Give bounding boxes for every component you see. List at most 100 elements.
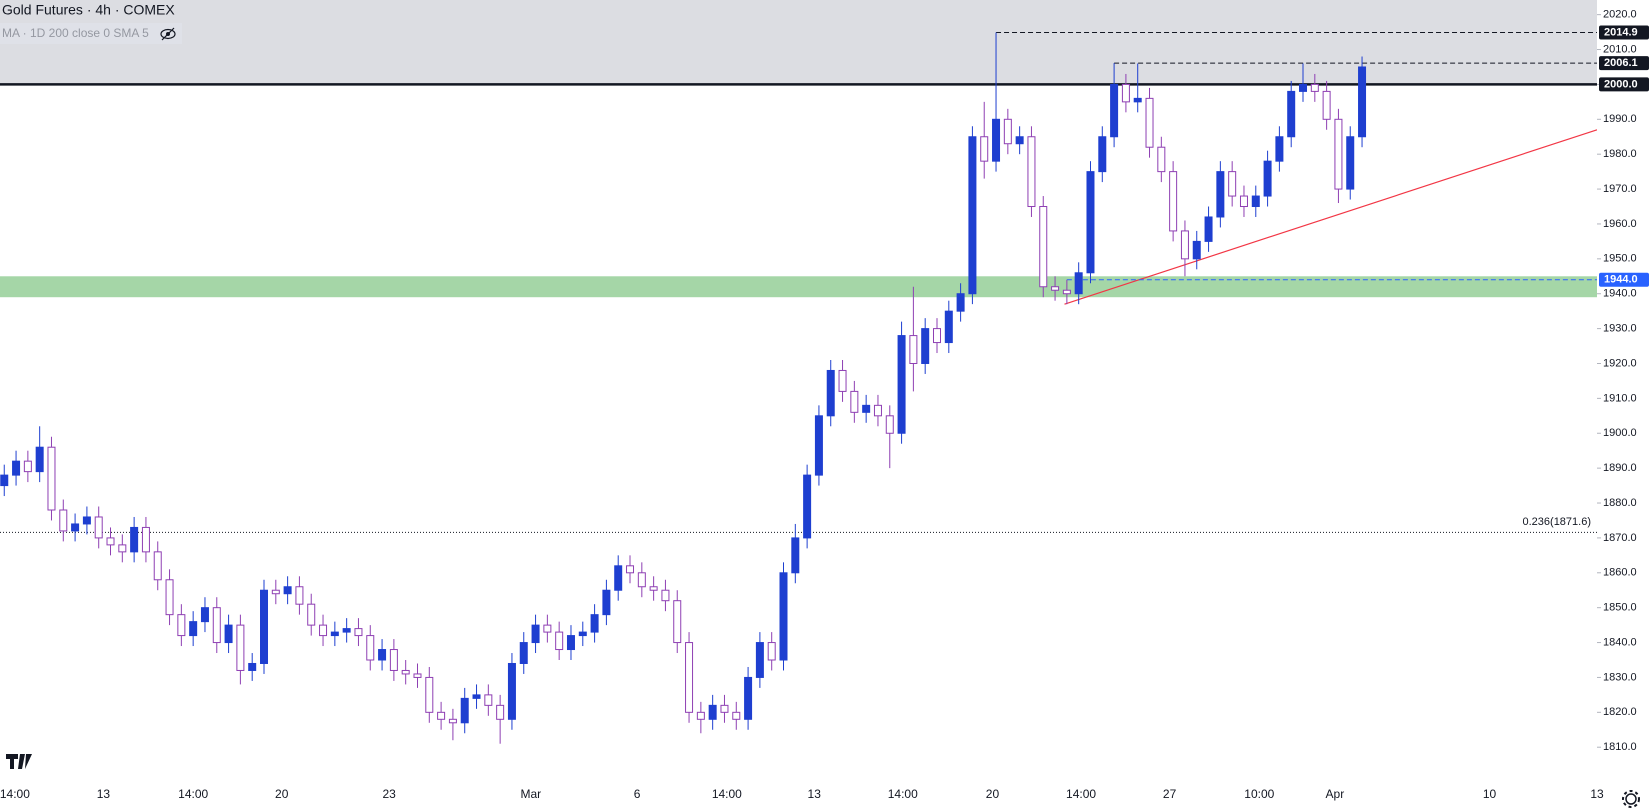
- candle-body: [873, 404, 882, 417]
- zone: [0, 276, 1597, 298]
- level-tag: [1599, 25, 1649, 40]
- candle-body: [1098, 136, 1107, 173]
- candle-body: [696, 711, 705, 720]
- fib-label: 0.236(1871.6): [1523, 516, 1592, 528]
- candle-body: [248, 662, 257, 671]
- candle-body: [366, 635, 375, 661]
- candle-body: [519, 642, 528, 664]
- y-tick-label: 2020.0: [1603, 9, 1637, 21]
- candle-body: [283, 586, 292, 595]
- candle-body: [165, 579, 174, 616]
- candle-body: [826, 369, 835, 417]
- level-label: 1944.0: [1604, 274, 1638, 286]
- y-tick-label: 1870.0: [1603, 532, 1637, 544]
- candle-body: [1263, 160, 1272, 197]
- candle-body: [614, 565, 623, 591]
- candle-body: [590, 614, 599, 633]
- level-label: 2000.0: [1604, 78, 1638, 90]
- y-tick-label: 1990.0: [1603, 113, 1637, 125]
- level-tag: [1599, 56, 1649, 71]
- settings-icon[interactable]: [1622, 790, 1640, 808]
- candle-body: [413, 673, 422, 678]
- candle-body: [1110, 83, 1119, 138]
- candle-body: [1322, 90, 1331, 120]
- candle-body: [814, 415, 823, 476]
- x-tick-label: 20: [986, 787, 1000, 801]
- zone: [0, 0, 1597, 85]
- candle-body: [106, 537, 115, 546]
- candle-body: [732, 711, 741, 720]
- x-tick-label: 10: [1483, 787, 1497, 801]
- candle-body: [1062, 289, 1071, 295]
- candle-body: [389, 649, 398, 671]
- time-axis-bg: [0, 780, 1652, 809]
- candle-body: [637, 572, 646, 588]
- candle-body: [271, 589, 280, 595]
- y-tick-label: 1830.0: [1603, 671, 1637, 683]
- candle-body: [130, 526, 139, 553]
- candle-body: [673, 600, 682, 644]
- candle-body: [0, 474, 9, 487]
- candle-body: [330, 631, 339, 637]
- y-tick-label: 1900.0: [1603, 427, 1637, 439]
- y-tick-label: 1810.0: [1603, 741, 1637, 753]
- logo: [6, 754, 32, 769]
- candle-body: [12, 460, 21, 476]
- candle-body: [224, 624, 233, 644]
- candle-body: [507, 662, 516, 720]
- candle-body: [1239, 195, 1248, 208]
- candle-body: [200, 607, 209, 623]
- candle-body: [566, 635, 575, 651]
- candle-body: [295, 586, 304, 605]
- candle-body: [649, 586, 658, 591]
- candle-body: [543, 624, 552, 633]
- candle-body: [1086, 171, 1095, 274]
- y-tick-label: 1820.0: [1603, 706, 1637, 718]
- candle-body: [177, 614, 186, 637]
- candle-body: [767, 642, 776, 661]
- candle-body: [35, 446, 44, 473]
- candle-body: [626, 565, 635, 574]
- candle-body: [531, 624, 540, 644]
- y-tick-label: 1890.0: [1603, 462, 1637, 474]
- candle-body: [1299, 83, 1308, 92]
- candle-body: [555, 631, 564, 651]
- candle-body: [307, 603, 316, 626]
- candle-body: [59, 509, 68, 532]
- candle-body: [909, 335, 918, 364]
- y-tick-label: 1920.0: [1603, 357, 1637, 369]
- candle-body: [944, 310, 953, 344]
- candle-body: [153, 551, 162, 581]
- candle-body: [932, 328, 941, 344]
- candle-body: [968, 136, 977, 295]
- x-tick-label: 14:00: [1066, 787, 1096, 801]
- candle-body: [319, 624, 328, 637]
- candle-body: [472, 694, 481, 699]
- candle-body: [378, 649, 387, 661]
- candle-body: [342, 628, 351, 633]
- level-tag: [1599, 272, 1649, 287]
- candle-body: [791, 537, 800, 574]
- candle-body: [755, 642, 764, 678]
- candle-body: [260, 589, 269, 664]
- candle-body: [47, 446, 56, 511]
- x-tick-label: 13: [1590, 787, 1604, 801]
- y-tick-label: 1960.0: [1603, 218, 1637, 230]
- level-label: 2006.1: [1604, 57, 1638, 69]
- candle-body: [708, 704, 717, 720]
- price-axis-bg: [1597, 0, 1652, 809]
- candle-body: [1133, 97, 1142, 103]
- y-tick-label: 1970.0: [1603, 183, 1637, 195]
- plot-area: 0.236(1871.6): [0, 0, 1598, 744]
- candle-body: [1192, 240, 1201, 260]
- candle-body: [212, 607, 221, 644]
- candle-body: [1204, 216, 1213, 242]
- level-label: 2014.9: [1604, 26, 1638, 38]
- y-tick-label: 1850.0: [1603, 602, 1637, 614]
- y-tick-label: 1840.0: [1603, 636, 1637, 648]
- candle-body: [1015, 136, 1024, 145]
- eye-icon[interactable]: [160, 27, 176, 41]
- candle-body: [838, 369, 847, 392]
- y-tick-label: 1930.0: [1603, 323, 1637, 335]
